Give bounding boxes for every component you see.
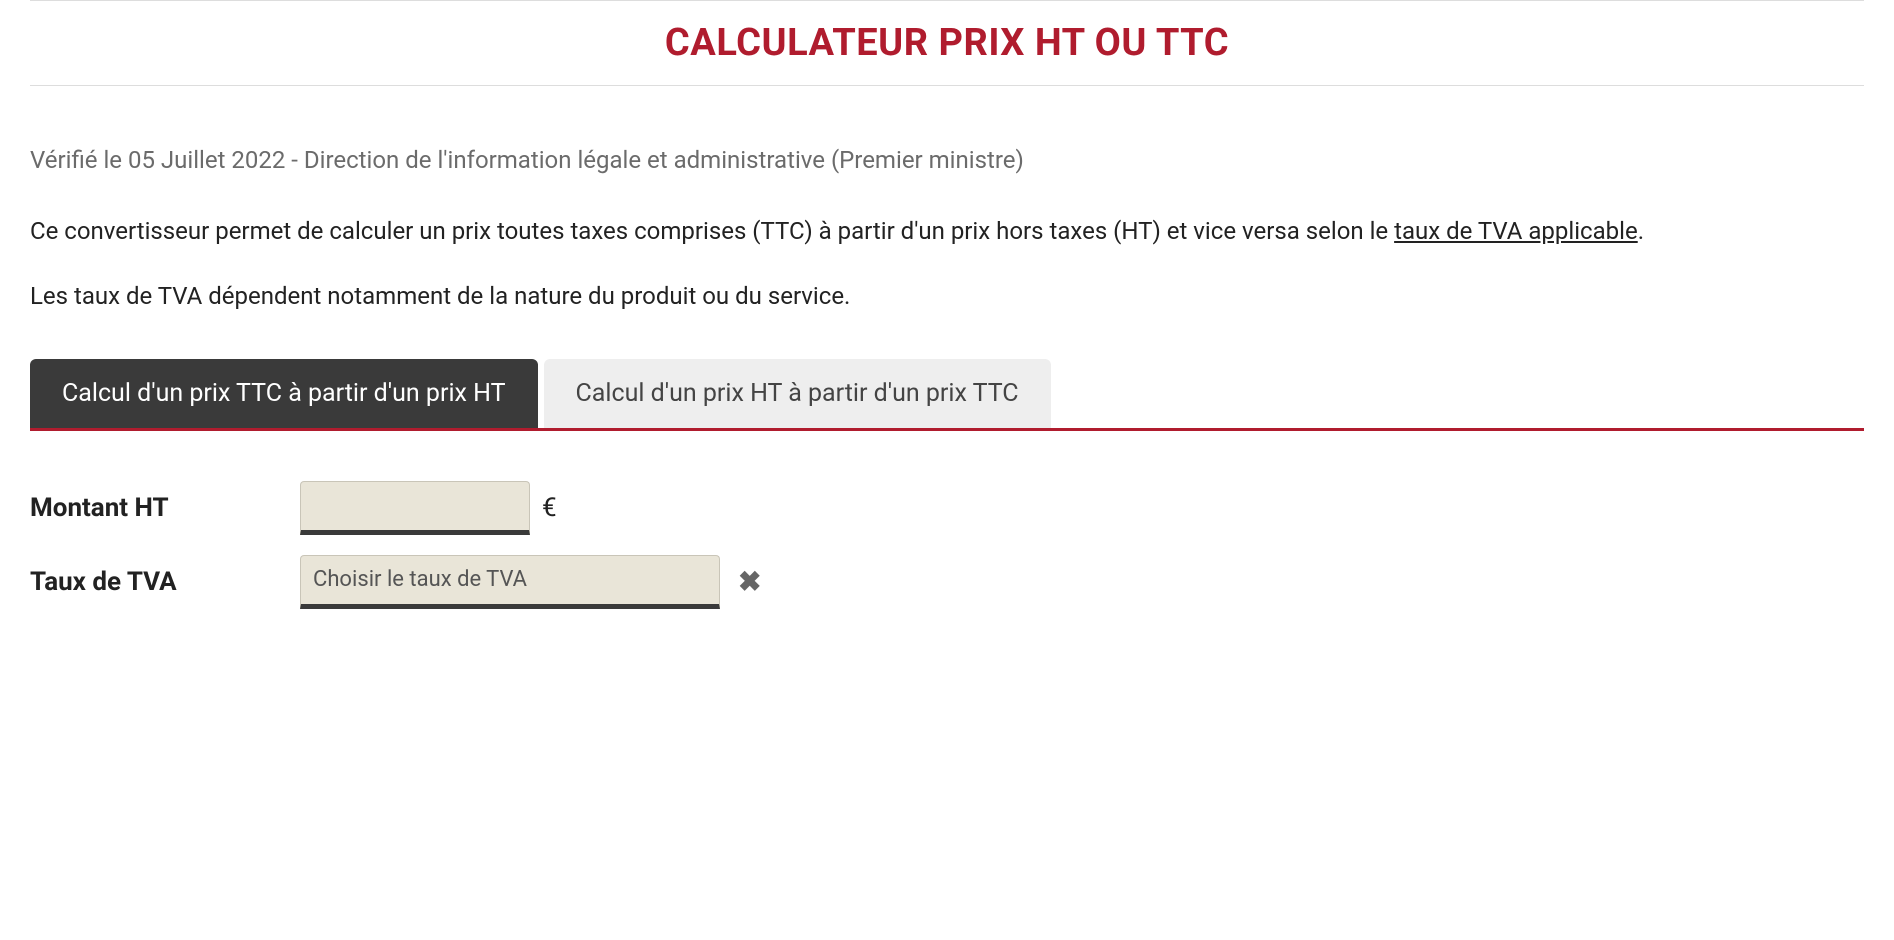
taux-tva-label: Taux de TVA — [30, 567, 300, 597]
taux-tva-row: Taux de TVA Choisir le taux de TVA ✖ — [30, 555, 1864, 609]
page-title: CALCULATEUR PRIX HT OU TTC — [30, 21, 1864, 65]
tva-rate-link[interactable]: taux de TVA applicable — [1394, 217, 1638, 245]
intro-text-after: . — [1638, 217, 1644, 245]
taux-tva-placeholder: Choisir le taux de TVA — [313, 567, 527, 592]
secondary-paragraph: Les taux de TVA dépendent notamment de l… — [30, 279, 1864, 314]
tab-ht-from-ttc[interactable]: Calcul d'un prix HT à partir d'un prix T… — [544, 359, 1051, 428]
taux-tva-select[interactable]: Choisir le taux de TVA — [300, 555, 720, 609]
euro-symbol: € — [542, 493, 557, 523]
montant-ht-input[interactable] — [300, 481, 530, 535]
montant-ht-row: Montant HT € — [30, 481, 1864, 535]
verification-meta: Vérifié le 05 Juillet 2022 - Direction d… — [30, 146, 1864, 174]
montant-ht-label: Montant HT — [30, 493, 300, 523]
tab-ttc-from-ht[interactable]: Calcul d'un prix TTC à partir d'un prix … — [30, 359, 538, 428]
intro-paragraph: Ce convertisseur permet de calculer un p… — [30, 214, 1864, 249]
clear-taux-button[interactable]: ✖ — [732, 565, 767, 598]
tabs-container: Calcul d'un prix TTC à partir d'un prix … — [30, 359, 1864, 431]
intro-text-before: Ce convertisseur permet de calculer un p… — [30, 217, 1394, 245]
